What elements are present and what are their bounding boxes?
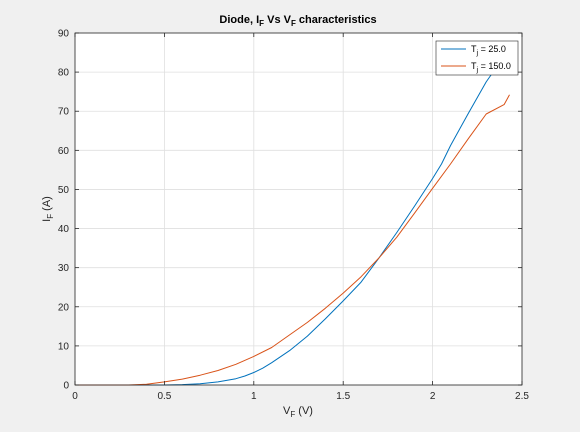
y-tick-label: 90 (58, 29, 70, 40)
x-tick-label: 2 (430, 391, 436, 402)
x-tick-label: 1 (251, 391, 257, 402)
x-tick-label: 0 (72, 391, 78, 402)
axis-ticks: 0 0.5 1 1.5 2 2.5 0 10 20 30 40 50 60 70 80 90 (58, 29, 530, 403)
series-lines (75, 68, 510, 386)
y-tick-label: 80 (58, 68, 70, 79)
y-tick-label: 30 (58, 263, 70, 274)
legend: Tj = 25.0 Tj = 150.0 (435, 40, 519, 76)
y-tick-label: 40 (58, 224, 70, 235)
y-tick-label: 60 (58, 146, 70, 157)
series-line-2 (75, 94, 510, 386)
x-axis-label: VF (V) (283, 405, 313, 419)
legend-box (435, 40, 519, 76)
x-tick-label: 2.5 (515, 391, 529, 402)
plot-frame (74, 32, 523, 386)
plot-area (75, 33, 522, 385)
chart-title: Diode, IF Vs VF characteristics (219, 14, 376, 28)
legend-label-1: Tj = 25.0 (471, 44, 506, 57)
y-tick-label: 70 (58, 107, 70, 118)
x-tick-label: 1.5 (336, 391, 350, 402)
y-tick-label: 0 (63, 381, 69, 392)
y-tick-label: 50 (58, 185, 70, 196)
x-tick-label: 0.5 (157, 391, 171, 402)
series-line-1 (75, 68, 496, 386)
y-axis-label: IF (A) (41, 196, 55, 222)
y-tick-label: 20 (58, 302, 70, 313)
legend-label-2: Tj = 150.0 (471, 61, 511, 74)
y-tick-label: 10 (58, 341, 70, 352)
